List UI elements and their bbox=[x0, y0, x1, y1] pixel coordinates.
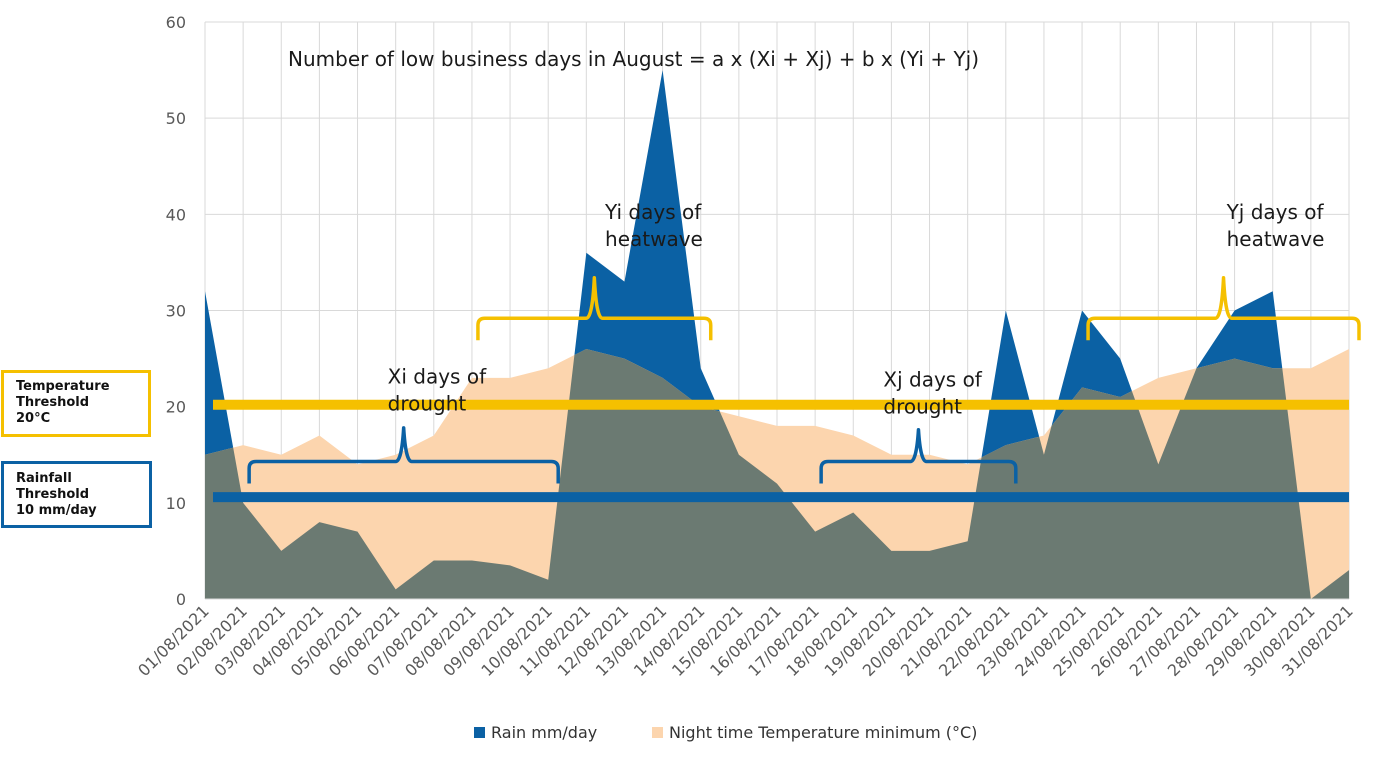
temperature-threshold-label: Temperature Threshold 20°C bbox=[1, 370, 151, 437]
rainfall-threshold-label: Rainfall Threshold 10 mm/day bbox=[1, 461, 152, 528]
temperature-point bbox=[394, 453, 397, 456]
annotation-text-line: Yi days of bbox=[604, 200, 702, 224]
annotation-text: Xi days of drought bbox=[388, 365, 487, 416]
legend-label-temperature: Night time Temperature minimum (°C) bbox=[669, 723, 978, 742]
rain-point bbox=[737, 453, 740, 456]
annotation-text-line: heatwave bbox=[1227, 227, 1325, 251]
annotation-text-line: heatwave bbox=[605, 227, 703, 251]
temperature-point bbox=[1004, 444, 1007, 447]
rain-point bbox=[318, 521, 321, 524]
rain-point bbox=[814, 530, 817, 533]
y-tick-label: 10 bbox=[166, 494, 186, 513]
y-tick-label: 0 bbox=[176, 590, 186, 609]
rain-point bbox=[280, 549, 283, 552]
rain-point bbox=[1081, 309, 1084, 312]
temperature-point bbox=[432, 434, 435, 437]
rain-point bbox=[1157, 463, 1160, 466]
temperature-point bbox=[1119, 396, 1122, 399]
temperature-point bbox=[547, 367, 550, 370]
annotation-text-line: drought bbox=[883, 394, 962, 418]
temperature-point bbox=[737, 415, 740, 418]
chart-title: Number of low business days in August = … bbox=[288, 47, 979, 71]
rain-point bbox=[1348, 569, 1351, 572]
annotation-text-line: drought bbox=[388, 392, 467, 416]
temperature-point bbox=[1081, 386, 1084, 389]
annotation-text-line: Xi days of bbox=[388, 365, 487, 389]
annotation-text: Yj days of heatwave bbox=[1226, 200, 1325, 251]
temperature-point bbox=[776, 424, 779, 427]
temperature-point bbox=[509, 376, 512, 379]
temperature-point bbox=[1309, 367, 1312, 370]
y-tick-label: 20 bbox=[166, 398, 186, 417]
temperature-point bbox=[1157, 376, 1160, 379]
temperature-point bbox=[204, 453, 207, 456]
y-tick-label: 30 bbox=[166, 302, 186, 321]
temperature-point bbox=[928, 453, 931, 456]
rain-point bbox=[432, 559, 435, 562]
rain-point bbox=[1119, 357, 1122, 360]
rain-point bbox=[585, 251, 588, 254]
annotation-text-line: Xj days of bbox=[883, 367, 982, 391]
temperature-point bbox=[242, 444, 245, 447]
rain-point bbox=[1042, 453, 1045, 456]
legend-swatch-rain bbox=[474, 727, 485, 738]
rain-point bbox=[547, 578, 550, 581]
temperature-point bbox=[623, 357, 626, 360]
annotation-text-line: Yj days of bbox=[1226, 200, 1325, 224]
temperature-point bbox=[1042, 434, 1045, 437]
temperature-point bbox=[890, 453, 893, 456]
y-tick-label: 40 bbox=[166, 205, 186, 224]
legend-swatch-temperature bbox=[652, 727, 663, 738]
temperature-point bbox=[585, 347, 588, 350]
annotation-brace bbox=[1086, 276, 1361, 341]
rain-point bbox=[890, 549, 893, 552]
legend-item-rain: Rain mm/day bbox=[474, 723, 597, 742]
temperature-point bbox=[966, 463, 969, 466]
temperature-point bbox=[814, 424, 817, 427]
legend-item-temperature: Night time Temperature minimum (°C) bbox=[652, 723, 977, 742]
rain-point bbox=[623, 280, 626, 283]
annotation-brace bbox=[247, 426, 560, 484]
rain-point bbox=[509, 564, 512, 567]
rain-point bbox=[394, 588, 397, 591]
rain-point bbox=[928, 549, 931, 552]
y-tick-label: 50 bbox=[166, 109, 186, 128]
rain-point bbox=[204, 290, 207, 293]
rain-point bbox=[1271, 290, 1274, 293]
annotation-text: Yi days of heatwave bbox=[604, 200, 703, 251]
overlap-area bbox=[205, 348, 1349, 599]
legend-label-rain: Rain mm/day bbox=[491, 723, 598, 742]
temperature-point bbox=[852, 434, 855, 437]
annotation-brace bbox=[476, 276, 713, 341]
rain-point bbox=[356, 530, 359, 533]
temperature-point bbox=[1233, 357, 1236, 360]
temperature-point bbox=[318, 434, 321, 437]
rain-point bbox=[852, 511, 855, 514]
rain-point bbox=[1233, 309, 1236, 312]
temperature-point bbox=[356, 463, 359, 466]
rain-point bbox=[966, 540, 969, 543]
rain-point bbox=[776, 482, 779, 485]
annotation-text: Xj days of drought bbox=[883, 367, 982, 418]
rain-point bbox=[470, 559, 473, 562]
rain-point bbox=[699, 367, 702, 370]
y-tick-label: 60 bbox=[166, 13, 186, 32]
temperature-point bbox=[661, 376, 664, 379]
temperature-point bbox=[280, 453, 283, 456]
temperature-point bbox=[1348, 347, 1351, 350]
rain-point bbox=[1004, 309, 1007, 312]
annotation-brace bbox=[819, 427, 1018, 484]
temperature-point bbox=[1195, 367, 1198, 370]
temperature-point bbox=[1271, 367, 1274, 370]
